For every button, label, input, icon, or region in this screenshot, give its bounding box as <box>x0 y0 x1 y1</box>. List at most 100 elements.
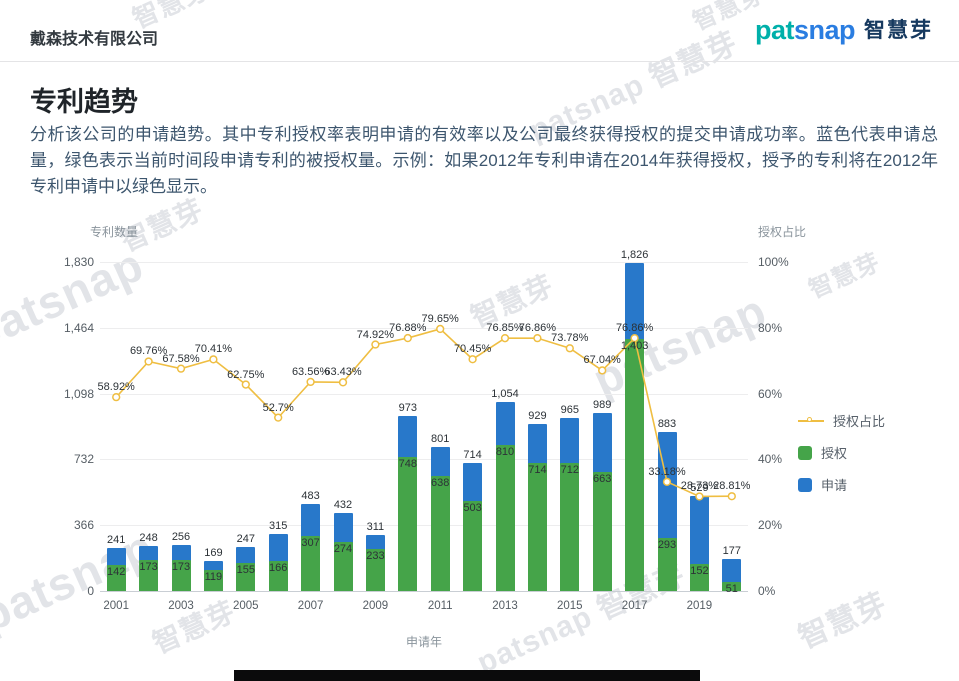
legend-label-ratio: 授权占比 <box>833 414 886 429</box>
grid-line <box>100 262 748 263</box>
granted-value-label: 293 <box>657 539 677 552</box>
bar-granted[interactable] <box>689 563 709 591</box>
ratio-label: 28.73% <box>680 480 719 493</box>
chart-legend: 授权占比 授权 申请 <box>798 411 885 507</box>
ratio-label: 76.85% <box>486 322 524 335</box>
ratio-label: 62.75% <box>227 368 265 381</box>
legend-label-granted: 授权 <box>821 446 848 461</box>
granted-value-label: 663 <box>593 472 612 485</box>
left-axis-title: 专利数量 <box>90 225 139 239</box>
bar-granted[interactable] <box>365 549 385 591</box>
ratio-label: 67.04% <box>583 354 621 367</box>
bar-value-label: 432 <box>333 499 353 512</box>
granted-value-label: 173 <box>139 560 158 573</box>
x-axis-tick-label: 2003 <box>168 600 194 612</box>
bar-granted[interactable] <box>560 462 580 591</box>
line-point[interactable] <box>144 357 153 366</box>
granted-value-label: 1,403 <box>620 339 649 352</box>
line-point[interactable] <box>274 413 283 422</box>
granted-value-label: 503 <box>463 501 482 514</box>
granted-value-label: 748 <box>398 457 417 470</box>
bar-value-label: 929 <box>528 409 547 422</box>
bar-granted[interactable] <box>463 500 483 591</box>
line-point[interactable] <box>695 492 704 501</box>
granted-value-label: 307 <box>301 536 320 549</box>
legend-item-ratio[interactable]: 授权占比 <box>798 411 885 430</box>
granted-value-label: 714 <box>528 463 547 476</box>
line-point[interactable] <box>338 378 348 387</box>
line-point[interactable] <box>500 334 510 343</box>
bar-granted[interactable] <box>398 456 418 591</box>
bar-value-label: 1,054 <box>491 387 519 400</box>
legend-item-granted[interactable]: 授权 <box>798 443 885 462</box>
bar-granted[interactable] <box>430 476 450 591</box>
bar-granted[interactable] <box>268 561 288 591</box>
line-point[interactable] <box>371 340 380 349</box>
line-point[interactable] <box>403 333 412 343</box>
granted-value-label: 712 <box>560 463 579 476</box>
bar-granted[interactable] <box>333 541 353 591</box>
bar-granted[interactable] <box>139 559 159 591</box>
ratio-label: 58.92% <box>97 381 135 394</box>
bar-granted[interactable] <box>495 445 515 591</box>
line-point[interactable] <box>662 477 672 486</box>
ratio-label: 28.81% <box>713 480 751 493</box>
x-axis-tick-label: 2011 <box>427 600 453 612</box>
bar-value-label: 714 <box>463 448 482 461</box>
ratio-label: 76.88% <box>389 322 427 335</box>
x-axis-tick-label: 2005 <box>233 600 259 612</box>
line-point[interactable] <box>112 393 121 402</box>
line-point[interactable] <box>630 333 639 343</box>
bar-value-label: 311 <box>366 521 385 534</box>
bar-value-label: 529 <box>690 481 709 494</box>
applications-swatch-icon <box>798 477 812 492</box>
line-point[interactable] <box>598 366 607 375</box>
bar-value-label: 883 <box>657 418 677 431</box>
bar-granted[interactable] <box>722 581 742 591</box>
line-point[interactable] <box>176 364 186 373</box>
y-axis-tick-label: 366 <box>73 518 94 533</box>
y2-axis-tick-label: 60% <box>758 386 783 401</box>
ratio-label: 70.45% <box>453 343 492 356</box>
ratio-label: 76.86% <box>615 322 654 335</box>
logo-text-pat: pat <box>754 15 795 45</box>
bar-granted[interactable] <box>236 563 256 591</box>
legend-label-applications: 申请 <box>821 478 848 493</box>
granted-swatch-icon <box>798 445 812 460</box>
bar-granted[interactable] <box>592 471 612 591</box>
bar-value-label: 177 <box>722 545 741 558</box>
line-point[interactable] <box>306 377 315 387</box>
granted-value-label: 155 <box>236 564 255 577</box>
bar-granted[interactable] <box>301 535 321 591</box>
bar-granted[interactable] <box>625 338 645 591</box>
bar-granted[interactable] <box>527 462 547 591</box>
line-point[interactable] <box>468 355 477 364</box>
line-point[interactable] <box>565 344 574 353</box>
line-point[interactable] <box>436 324 445 334</box>
line-point[interactable] <box>209 355 218 364</box>
x-axis-tick-label: 2015 <box>557 600 583 612</box>
x-axis-tick-label: 2019 <box>686 600 713 612</box>
bar-granted[interactable] <box>203 569 223 591</box>
bar-value-label: 247 <box>236 532 255 545</box>
logo-text-snap: snap <box>793 15 856 45</box>
y2-axis-tick-label: 20% <box>758 518 783 533</box>
line-point[interactable] <box>241 380 250 389</box>
granted-value-label: 233 <box>366 550 385 563</box>
y2-axis-tick-label: 0% <box>758 584 776 598</box>
grant-ratio-line <box>112 324 736 501</box>
x-axis-tick-label: 2013 <box>492 600 518 612</box>
bar-granted[interactable] <box>657 538 677 591</box>
granted-value-label: 638 <box>431 477 450 490</box>
line-point[interactable] <box>533 333 542 343</box>
bar-granted[interactable] <box>171 559 191 591</box>
line-point[interactable] <box>727 492 736 501</box>
legend-item-applications[interactable]: 申请 <box>798 475 885 494</box>
company-name: 戴森技术有限公司 <box>30 31 159 48</box>
y2-axis-tick-label: 100% <box>758 255 789 269</box>
bar-granted[interactable] <box>106 565 126 591</box>
ratio-label: 79.65% <box>421 312 459 325</box>
granted-value-label: 51 <box>725 582 738 595</box>
granted-value-label: 274 <box>333 542 353 555</box>
plot-area: 0 0% 366 20% 732 40% 1,098 60% 1,464 80% 1,830 100%… <box>60 215 940 655</box>
